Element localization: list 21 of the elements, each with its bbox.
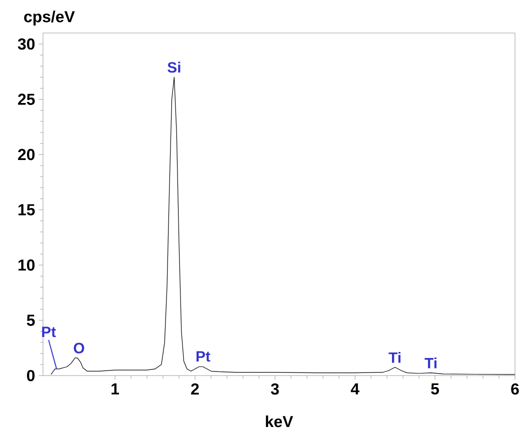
annotation: Pt bbox=[42, 326, 56, 338]
annotation: Ti bbox=[424, 357, 436, 368]
y-tick-label: 10 bbox=[18, 259, 35, 271]
annotation: O bbox=[74, 342, 84, 354]
x-tick-label: 3 bbox=[270, 383, 279, 395]
y-tick-label: 25 bbox=[18, 94, 35, 105]
x-tick-label: 1 bbox=[112, 383, 119, 394]
y-tick-label: 0 bbox=[26, 370, 35, 382]
annotation: Ti bbox=[388, 352, 400, 363]
annotation: Si bbox=[168, 62, 180, 73]
x-tick-label: 2 bbox=[191, 383, 199, 394]
y-tick-label: 30 bbox=[18, 38, 35, 50]
y-tick-label: 20 bbox=[18, 148, 35, 160]
x-axis-title: keV bbox=[266, 416, 294, 428]
y-tick-label: 15 bbox=[18, 204, 35, 216]
x-tick-label: 5 bbox=[431, 383, 439, 394]
y-tick-label: 5 bbox=[26, 314, 35, 326]
x-tick-label: 4 bbox=[350, 383, 360, 394]
y-axis-title: cps/eV bbox=[24, 10, 75, 26]
annotation: Pt bbox=[196, 351, 210, 362]
x-tick-label: 6 bbox=[511, 383, 519, 395]
